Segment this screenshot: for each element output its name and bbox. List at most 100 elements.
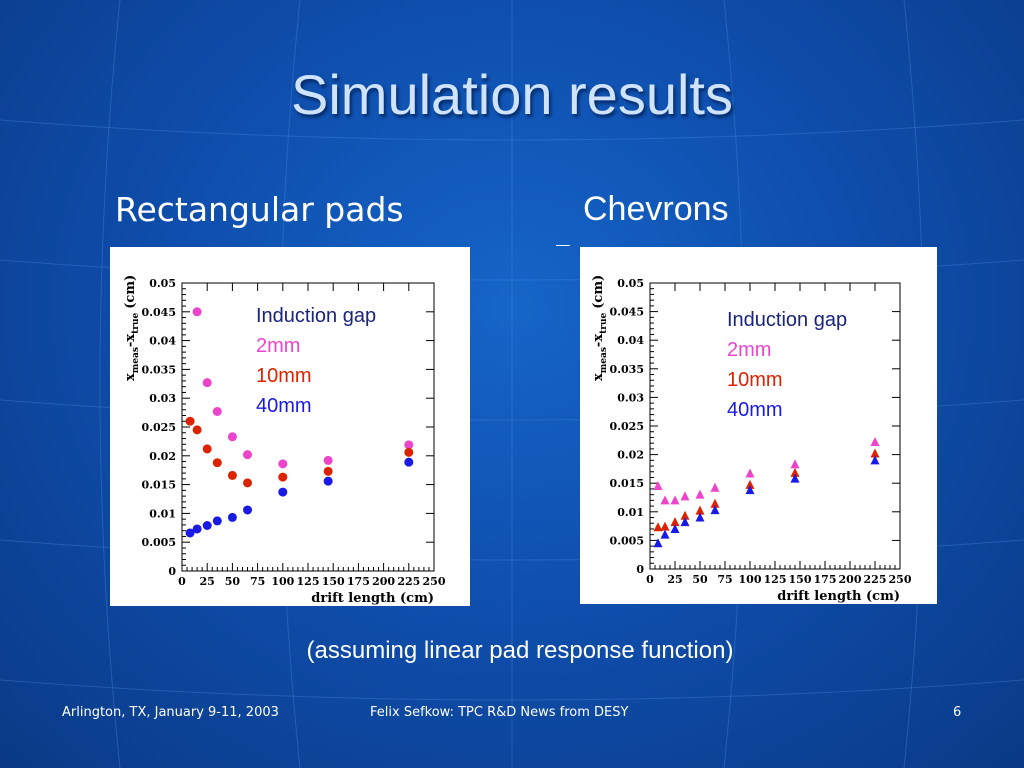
data-point-10mm bbox=[202, 444, 212, 454]
data-point-10mm bbox=[680, 510, 690, 520]
legend-entry-2mm: 2mm bbox=[727, 339, 772, 361]
footer-location-date: Arlington, TX, January 9-11, 2003 bbox=[62, 705, 279, 720]
legend-title: Induction gap bbox=[256, 305, 377, 327]
data-point-2mm bbox=[670, 495, 680, 505]
y-tick-label: 0.005 bbox=[142, 536, 176, 549]
data-point-40mm bbox=[710, 505, 720, 515]
chevrons-chart: 0 0.005 0.01 0.015 0.02 0.025 0.03 0.035 0.04 0.0… bbox=[580, 247, 937, 604]
data-point-10mm bbox=[870, 448, 880, 458]
data-point-10mm bbox=[278, 472, 288, 482]
data-point-2mm bbox=[653, 481, 663, 491]
assumption-note: (assuming linear pad response function) bbox=[306, 637, 734, 664]
data-point-10mm bbox=[653, 522, 663, 532]
x-tick-label: 50 bbox=[692, 573, 708, 586]
legend-entry-40mm: 40mm bbox=[727, 399, 783, 421]
x-tick-label: 100 bbox=[739, 573, 762, 586]
x-tick-label: 150 bbox=[322, 575, 345, 588]
data-point-2mm bbox=[660, 495, 670, 505]
x-axis-title: drift length (cm) bbox=[311, 591, 434, 606]
x-tick-label: 175 bbox=[814, 573, 837, 586]
y-tick-label: 0.03 bbox=[149, 392, 176, 405]
x-tick-label: 0 bbox=[178, 575, 186, 588]
y-tick-label: 0.045 bbox=[142, 306, 176, 319]
legend-entry-10mm: 10mm bbox=[727, 369, 783, 391]
y-tick-label: 0.02 bbox=[617, 449, 644, 462]
y-tick-label: 0 bbox=[636, 563, 644, 576]
slide-title: Simulation results bbox=[291, 63, 733, 126]
data-point-40mm bbox=[680, 517, 690, 527]
data-point-10mm bbox=[670, 517, 680, 527]
y-tick-label: 0.04 bbox=[149, 335, 176, 348]
x-tick-label: 125 bbox=[764, 573, 787, 586]
y-tick-label: 0.005 bbox=[610, 534, 644, 547]
y-axis-title: xmeas-xtrue(cm) bbox=[123, 275, 141, 381]
y-tick-label: 0.05 bbox=[617, 277, 644, 290]
data-point-2mm bbox=[870, 437, 880, 447]
y-tick-label: 0.01 bbox=[617, 506, 644, 519]
data-point-10mm bbox=[243, 478, 253, 488]
data-point-40mm bbox=[185, 528, 195, 538]
data-point-40mm bbox=[278, 487, 288, 497]
x-tick-label: 225 bbox=[864, 573, 887, 586]
data-point-2mm bbox=[745, 468, 755, 478]
x-tick-label: 200 bbox=[372, 575, 395, 588]
data-point-40mm bbox=[670, 523, 680, 533]
data-point-2mm bbox=[278, 459, 288, 469]
data-point-2mm bbox=[404, 440, 414, 450]
data-point-40mm bbox=[653, 538, 663, 548]
data-point-40mm bbox=[212, 516, 222, 526]
data-point-2mm bbox=[710, 482, 720, 492]
data-point-2mm bbox=[695, 489, 705, 499]
legend-entry-10mm: 10mm bbox=[256, 365, 312, 387]
data-point-40mm bbox=[202, 520, 212, 530]
x-tick-label: 225 bbox=[397, 575, 420, 588]
legend-title: Induction gap bbox=[727, 309, 848, 331]
data-point-10mm bbox=[192, 425, 202, 435]
y-tick-label: 0.01 bbox=[149, 507, 176, 520]
data-point-2mm bbox=[790, 459, 800, 469]
rectangular-pads-chart: 0 0.005 0.01 0.015 0.02 0.025 0.03 0.035 0.04 0.0… bbox=[110, 247, 470, 606]
data-point-10mm bbox=[212, 458, 222, 468]
rectangular-pads-plot: 0 0.005 0.01 0.015 0.02 0.025 0.03 0.035 0.04 0.0… bbox=[123, 275, 446, 606]
data-point-10mm bbox=[745, 479, 755, 489]
data-point-10mm bbox=[790, 467, 800, 477]
data-point-2mm bbox=[202, 378, 212, 388]
x-tick-label: 50 bbox=[225, 575, 241, 588]
data-point-10mm bbox=[227, 470, 237, 480]
legend-left: Induction gap 2mm 10mm 40mm bbox=[256, 301, 376, 421]
x-tick-label: 0 bbox=[646, 573, 654, 586]
footer-author-title: Felix Sefkow: TPC R&D News from DESY bbox=[370, 705, 629, 720]
data-point-40mm bbox=[695, 512, 705, 522]
y-axis-title: xmeas-xtrue(cm) bbox=[591, 275, 609, 381]
x-tick-label: 125 bbox=[297, 575, 320, 588]
data-point-2mm bbox=[227, 432, 237, 442]
data-point-10mm bbox=[695, 505, 705, 515]
data-point-40mm bbox=[790, 473, 800, 483]
data-point-10mm bbox=[710, 498, 720, 508]
y-tick-label: 0.035 bbox=[142, 363, 176, 376]
y-tick-label: 0.015 bbox=[142, 479, 176, 492]
data-point-40mm bbox=[227, 512, 237, 522]
page-number: 6 bbox=[953, 705, 962, 720]
data-point-10mm bbox=[404, 447, 414, 457]
x-tick-label: 100 bbox=[271, 575, 294, 588]
data-point-10mm bbox=[185, 416, 195, 426]
x-tick-label: 250 bbox=[423, 575, 446, 588]
x-tick-label: 200 bbox=[839, 573, 862, 586]
x-tick-label: 250 bbox=[889, 573, 912, 586]
x-tick-label: 25 bbox=[200, 575, 215, 588]
y-tick-label: 0.015 bbox=[610, 477, 644, 490]
x-tick-label: 75 bbox=[250, 575, 265, 588]
y-tick-label: 0.025 bbox=[610, 420, 644, 433]
data-point-2mm bbox=[243, 450, 253, 460]
y-tick-label: 0.05 bbox=[149, 277, 176, 290]
y-tick-label: 0.04 bbox=[617, 334, 644, 347]
data-point-2mm bbox=[192, 307, 202, 317]
y-tick-label: 0.025 bbox=[142, 421, 176, 434]
data-point-40mm bbox=[192, 524, 202, 534]
rectangular-pads-heading: Rectangular pads bbox=[115, 190, 404, 229]
x-axis-title: drift length (cm) bbox=[777, 589, 900, 604]
divider-dash bbox=[556, 245, 570, 246]
data-point-40mm bbox=[243, 505, 253, 515]
y-tick-label: 0.02 bbox=[149, 450, 176, 463]
